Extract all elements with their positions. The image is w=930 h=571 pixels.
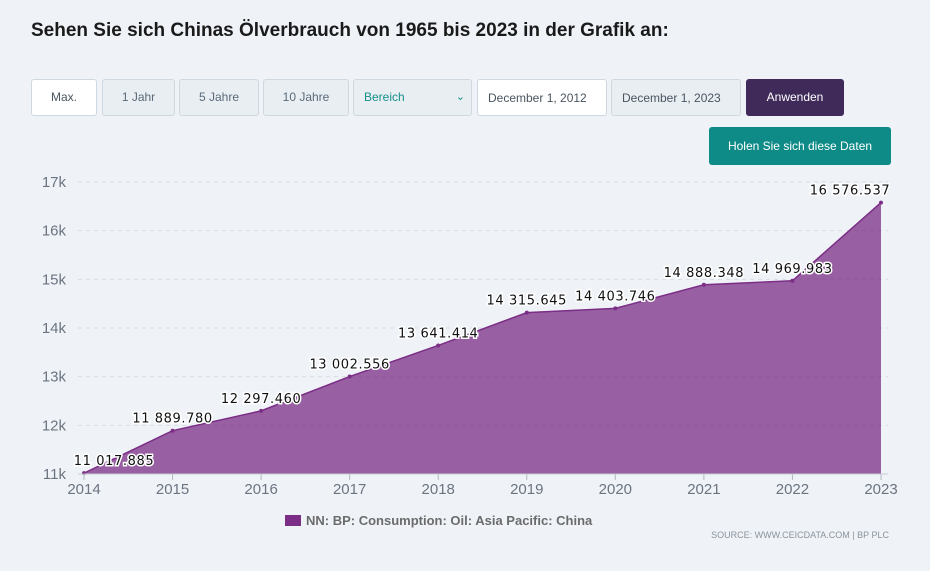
y-tick-label: 14k <box>42 320 67 337</box>
y-tick-label: 13k <box>42 369 67 386</box>
data-label: 12 297.460 <box>221 392 301 407</box>
data-label: 14 403.746 <box>575 289 655 304</box>
legend[interactable]: NN: BP: Consumption: Oil: Asia Pacific: … <box>285 513 592 529</box>
data-label: 11 017.885 <box>74 454 154 469</box>
data-label: 14 969.983 <box>752 262 832 277</box>
get-data-button[interactable]: Holen Sie sich diese Daten <box>709 127 891 165</box>
y-tick-label: 16k <box>42 223 67 240</box>
y-tick-label: 17k <box>42 174 67 191</box>
data-point[interactable] <box>701 282 706 287</box>
x-tick-label: 2023 <box>864 481 897 498</box>
x-tick-label: 2021 <box>687 481 720 498</box>
data-point[interactable] <box>259 408 264 413</box>
data-point[interactable] <box>790 278 795 283</box>
x-tick-label: 2018 <box>422 481 455 498</box>
legend-swatch <box>285 515 301 526</box>
range-10-years-button[interactable]: 10 Jahre <box>263 79 349 116</box>
data-label: 14 888.348 <box>664 266 744 281</box>
legend-label: NN: BP: Consumption: Oil: Asia Pacific: … <box>306 513 593 528</box>
range-select-value: Bereich <box>364 90 405 104</box>
x-tick-label: 2017 <box>333 481 366 498</box>
data-point[interactable] <box>170 428 175 433</box>
page-title: Sehen Sie sich Chinas Ölverbrauch von 19… <box>31 20 669 41</box>
x-tick-label: 2014 <box>67 481 100 498</box>
end-date-input[interactable] <box>611 79 741 116</box>
range-5-years-button[interactable]: 5 Jahre <box>179 79 259 116</box>
apply-button[interactable]: Anwenden <box>746 79 844 116</box>
data-label: 14 315.645 <box>487 294 567 309</box>
data-point[interactable] <box>613 306 618 311</box>
data-point[interactable] <box>879 200 883 205</box>
x-tick-label: 2022 <box>776 481 809 498</box>
data-point[interactable] <box>436 343 441 348</box>
y-tick-label: 12k <box>42 417 67 434</box>
chevron-down-icon: ⌄ <box>455 91 465 103</box>
range-1-year-button[interactable]: 1 Jahr <box>102 79 175 116</box>
start-date-input[interactable] <box>477 79 607 116</box>
y-tick-label: 11k <box>43 466 67 483</box>
data-label: 13 002.556 <box>309 358 389 373</box>
range-max-button[interactable]: Max. <box>31 79 97 116</box>
x-tick-label: 2016 <box>244 481 277 498</box>
data-label: 16 576.537 <box>810 184 890 199</box>
x-tick-label: 2019 <box>510 481 543 498</box>
data-point[interactable] <box>347 374 352 379</box>
area-fill <box>84 202 881 475</box>
data-point[interactable] <box>524 310 529 315</box>
data-label: 13 641.414 <box>398 326 478 341</box>
x-tick-label: 2020 <box>599 481 632 498</box>
series-line <box>83 202 882 474</box>
y-tick-label: 15k <box>42 271 67 288</box>
range-select[interactable]: Bereich ⌄ <box>353 79 472 116</box>
x-tick-label: 2015 <box>156 481 189 498</box>
data-label: 11 889.780 <box>132 412 212 427</box>
source-note: SOURCE: WWW.CEICDATA.COM | BP PLC <box>711 530 889 540</box>
